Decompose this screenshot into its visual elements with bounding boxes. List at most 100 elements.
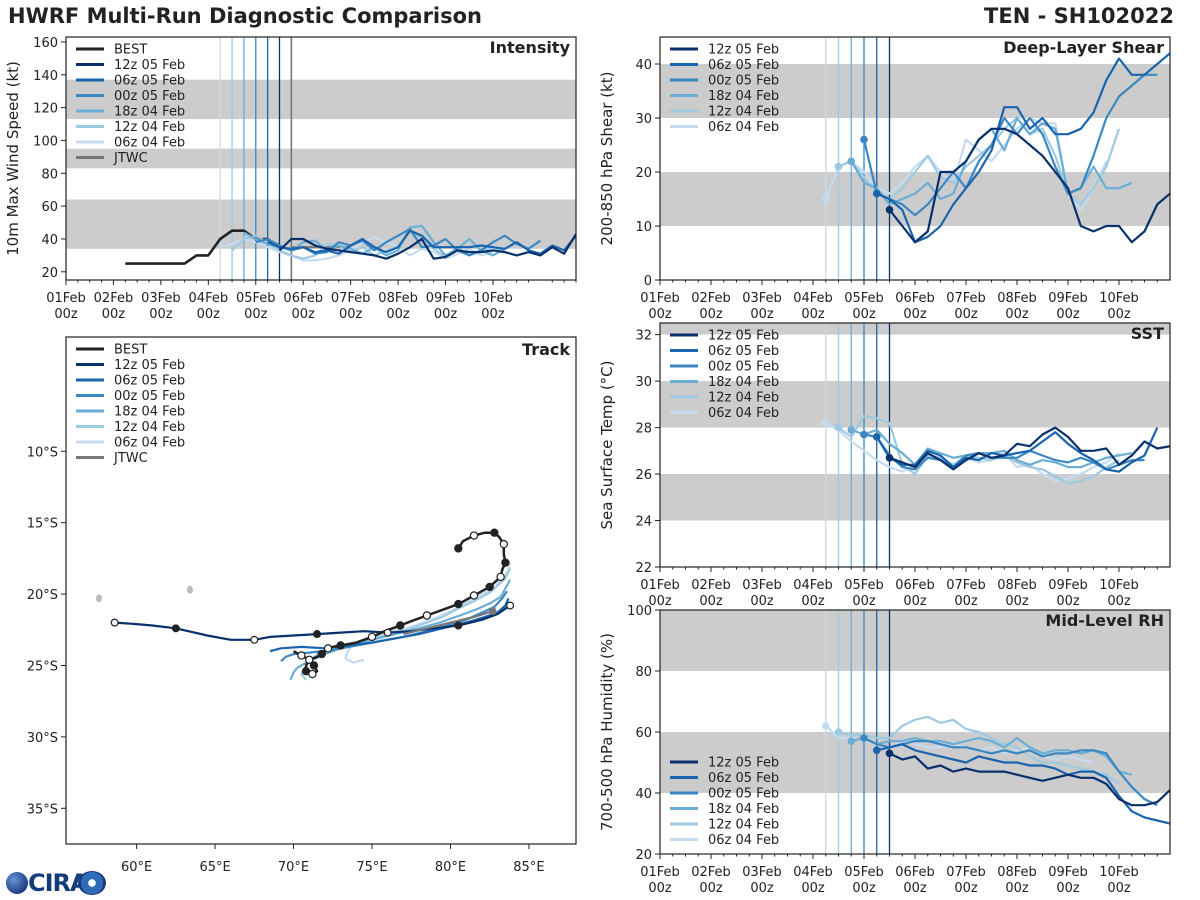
intensity-panel: 01Feb00z02Feb00z03Feb00z04Feb00z05Feb00z…: [4, 36, 577, 322]
shear-x-tick-hour: 00z: [1056, 307, 1080, 322]
rh-init-point: [872, 746, 881, 755]
sst-y-tick-label: 28: [635, 422, 652, 437]
intensity-legend-label: BEST: [114, 43, 147, 58]
rh-y-tick-label: 40: [635, 787, 652, 802]
sst-x-tick-date: 08Feb: [997, 578, 1037, 593]
intensity-band: [66, 199, 576, 249]
sst-y-tick-label: 32: [635, 329, 652, 344]
track-legend-label: 18z 04 Feb: [114, 405, 185, 420]
shear-x-tick-hour: 00z: [699, 307, 723, 322]
island: [95, 594, 102, 603]
rh-plot-area: [660, 610, 1170, 854]
sst-x-tick-date: 01Feb: [640, 578, 680, 593]
sst-init-point: [860, 430, 868, 439]
sst-x-tick-hour: 00z: [648, 594, 672, 609]
intensity-x-tick-hour: 00z: [197, 307, 221, 322]
sst-x-tick-date: 06Feb: [895, 578, 935, 593]
shear-panel: 01Feb00z02Feb00z03Feb00z04Feb00z05Feb00z…: [598, 36, 1171, 322]
forecast-track-point: [313, 630, 322, 639]
rh-series-18z-04-feb: [851, 736, 1133, 776]
best-track-point: [317, 649, 326, 659]
rh-x-tick-hour: 00z: [699, 881, 723, 896]
rh-x-tick-date: 07Feb: [946, 865, 986, 880]
rh-y-tick-label: 100: [627, 604, 652, 619]
intensity-x-tick-hour: 00z: [481, 307, 505, 322]
sst-x-tick-date: 03Feb: [742, 578, 782, 593]
best-track-point: [305, 655, 314, 664]
sst-x-tick-hour: 00z: [699, 594, 723, 609]
page-title: HWRF Multi-Run Diagnostic Comparison: [8, 4, 483, 28]
intensity-band: [66, 79, 576, 120]
rh-panel-title: Mid-Level RH: [1045, 611, 1164, 630]
intensity-x-tick-date: 01Feb: [46, 291, 86, 306]
intensity-x-tick-hour: 00z: [386, 307, 410, 322]
intensity-x-tick-date: 06Feb: [283, 291, 323, 306]
sst-x-tick-hour: 00z: [954, 594, 978, 609]
track-y-tick-label: 20°S: [27, 588, 58, 603]
intensity-y-tick-label: 160: [33, 36, 58, 51]
sst-x-tick-hour: 00z: [903, 594, 927, 609]
intensity-y-tick-label: 140: [33, 69, 58, 84]
intensity-x-tick-date: 02Feb: [94, 291, 134, 306]
track-x-tick-label: 80°E: [435, 860, 466, 875]
track-y-tick-label: 10°S: [27, 445, 58, 460]
track-legend-label: 12z 05 Feb: [114, 358, 185, 373]
intensity-y-axis-label: 10m Max Wind Speed (kt): [4, 61, 22, 256]
rh-init-point: [860, 734, 868, 742]
rh-init-point: [834, 728, 843, 736]
shear-x-tick-date: 08Feb: [997, 291, 1037, 306]
intensity-x-tick-hour: 00z: [292, 307, 316, 322]
best-track-point: [454, 544, 463, 553]
intensity-x-tick-date: 04Feb: [189, 291, 229, 306]
shear-y-tick-label: 10: [635, 220, 652, 235]
best-track-point: [297, 651, 306, 660]
rh-panel: 01Feb00z02Feb00z03Feb00z04Feb00z05Feb00z…: [598, 604, 1171, 896]
shear-x-tick-hour: 00z: [852, 307, 876, 322]
rh-legend-label: 06z 04 Feb: [708, 833, 779, 848]
globe-icon: [6, 872, 28, 894]
rh-x-tick-date: 03Feb: [742, 865, 782, 880]
shear-init-point: [860, 135, 868, 144]
rh-x-tick-date: 10Feb: [1099, 865, 1139, 880]
best-track-point: [496, 572, 505, 582]
track-plot-area: [95, 528, 515, 681]
rh-band: [660, 610, 1170, 671]
shear-y-tick-label: 40: [635, 58, 652, 73]
sst-series-12z-05-feb: [889, 426, 1170, 471]
sst-x-tick-date: 07Feb: [946, 578, 986, 593]
rh-x-tick-date: 09Feb: [1048, 865, 1088, 880]
intensity-legend-label: JTWC: [113, 151, 148, 166]
rh-x-tick-date: 06Feb: [895, 865, 935, 880]
shear-y-axis-label: 200-850 hPa Shear (kt): [598, 72, 616, 246]
sst-x-tick-hour: 00z: [801, 594, 825, 609]
track-frame: [65, 336, 577, 845]
shear-series-00z-05-feb: [862, 73, 1158, 217]
sst-x-tick-hour: 00z: [750, 594, 774, 609]
sst-y-tick-label: 26: [635, 468, 652, 483]
rh-init-point: [847, 737, 856, 745]
sst-init-point: [885, 453, 894, 462]
sst-panel: 01Feb00z02Feb00z03Feb00z04Feb00z05Feb00z…: [598, 322, 1171, 609]
intensity-y-tick-label: 120: [33, 102, 58, 117]
intensity-series-12z-05-feb: [278, 233, 576, 260]
intensity-x-tick-date: 10Feb: [473, 291, 513, 306]
shear-x-tick-date: 01Feb: [640, 291, 680, 306]
rh-x-tick-hour: 00z: [801, 881, 825, 896]
sst-legend-label: 00z 05 Feb: [708, 360, 779, 375]
rh-x-tick-hour: 00z: [954, 881, 978, 896]
track-y-tick-label: 15°S: [27, 517, 58, 532]
sst-band: [660, 474, 1170, 521]
sst-x-tick-date: 02Feb: [691, 578, 731, 593]
rh-init-point: [821, 722, 830, 730]
forecast-track-point: [383, 628, 392, 637]
sst-x-tick-hour: 00z: [852, 594, 876, 609]
sst-legend-label: 12z 05 Feb: [708, 329, 779, 344]
sst-legend-label: 06z 05 Feb: [708, 344, 779, 359]
sst-init-point: [821, 419, 830, 427]
intensity-x-tick-hour: 00z: [339, 307, 363, 322]
sst-series-06z-05-feb: [875, 427, 1159, 473]
intensity-legend-label: 00z 05 Feb: [114, 89, 185, 104]
rh-x-tick-date: 04Feb: [793, 865, 833, 880]
rh-x-tick-hour: 00z: [1107, 881, 1131, 896]
sst-legend-label: 06z 04 Feb: [708, 406, 779, 421]
